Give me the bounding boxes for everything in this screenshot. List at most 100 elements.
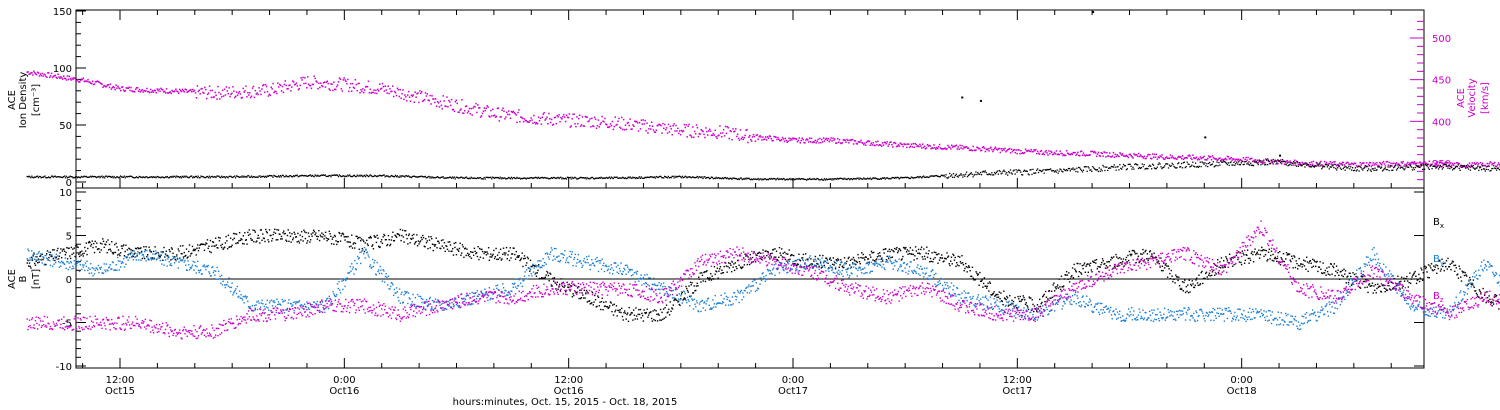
velocity-point (598, 126, 601, 128)
density-point (335, 174, 338, 176)
velocity-point (1224, 157, 1227, 160)
density-point (848, 177, 850, 180)
density-point (539, 177, 541, 179)
velocity-point (752, 133, 755, 136)
velocity-point (1301, 161, 1303, 164)
velocity-point (1294, 159, 1296, 162)
density-point (592, 176, 594, 179)
density-point (334, 174, 336, 176)
density-point (759, 178, 761, 180)
velocity-point (733, 130, 735, 133)
density-point (1323, 166, 1326, 168)
density-point (623, 177, 626, 180)
bx-point (54, 259, 56, 262)
velocity-point (578, 117, 580, 120)
bx-point (258, 237, 260, 239)
velocity-point (802, 138, 804, 141)
velocity-point (1362, 162, 1364, 164)
density-point (524, 177, 527, 179)
velocity-point (1446, 161, 1448, 164)
density-point (48, 176, 50, 178)
bx-point (421, 238, 423, 241)
density-point (881, 177, 884, 179)
velocity-point (865, 141, 868, 144)
velocity-point (232, 86, 234, 88)
velocity-point (635, 121, 637, 123)
bx-point (516, 256, 518, 258)
velocity-point (30, 72, 32, 74)
bx-point (232, 239, 234, 241)
bx-point (784, 251, 786, 253)
bx-point (395, 235, 397, 237)
density-point (512, 177, 514, 179)
velocity-point (1371, 164, 1374, 166)
bx-point (744, 253, 746, 255)
bx-point (810, 258, 812, 260)
velocity-point (686, 136, 688, 138)
velocity-point (1389, 164, 1391, 167)
density-point (1201, 161, 1203, 163)
bx-point (603, 305, 606, 308)
velocity-point (775, 136, 777, 138)
bx-point (615, 305, 618, 307)
velocity-point (1178, 155, 1180, 158)
density-point (955, 173, 957, 175)
velocity-point (463, 112, 465, 114)
bx-point (68, 247, 70, 249)
density-point (736, 178, 739, 181)
velocity-point (1345, 162, 1347, 165)
density-point (1294, 162, 1297, 164)
density-point (1281, 159, 1284, 161)
velocity-point (1123, 155, 1126, 157)
bx-point (498, 251, 500, 254)
velocity-point (315, 80, 317, 82)
bx-point (113, 251, 115, 254)
velocity-point (1008, 147, 1011, 150)
velocity-point (685, 124, 688, 126)
velocity-point (867, 140, 870, 142)
density-point (1013, 169, 1015, 171)
velocity-point (1349, 163, 1351, 166)
bx-point (852, 262, 854, 264)
bx-point (297, 232, 299, 235)
velocity-point (275, 90, 277, 93)
velocity-point (1441, 162, 1444, 165)
x-tick-label-time: 12:00 (1003, 375, 1032, 386)
b-tick-label: -10 (56, 362, 72, 373)
velocity-point (778, 138, 780, 141)
velocity-point (919, 143, 921, 146)
velocity-point (868, 140, 871, 143)
velocity-point (285, 84, 287, 87)
bx-point (155, 252, 157, 255)
velocity-point (40, 74, 43, 77)
density-point (1174, 166, 1176, 169)
bx-point (568, 283, 571, 286)
velocity-point (270, 86, 272, 88)
velocity-point (637, 130, 640, 132)
velocity-point (1304, 162, 1306, 164)
density-point (1342, 167, 1344, 170)
bx-point (267, 239, 269, 241)
bx-point (192, 249, 194, 252)
velocity-point (88, 81, 90, 83)
velocity-point (758, 135, 760, 138)
velocity-point (945, 148, 947, 151)
density-point (285, 174, 287, 177)
density-point (1462, 165, 1464, 167)
density-point (1119, 164, 1121, 166)
density-point (1328, 168, 1330, 170)
bx-point (795, 260, 797, 262)
density-point (1396, 167, 1399, 170)
velocity-point (1011, 150, 1014, 153)
density-point (1258, 160, 1260, 162)
bx-point (434, 245, 436, 247)
density-point (1106, 166, 1108, 168)
velocity-point (222, 95, 225, 97)
velocity-point (250, 95, 253, 97)
density-point (1291, 164, 1293, 166)
velocity-point (209, 89, 212, 92)
density-point (885, 177, 887, 179)
velocity-point (1416, 165, 1418, 167)
density-point (50, 175, 53, 177)
bx-point (186, 257, 188, 259)
